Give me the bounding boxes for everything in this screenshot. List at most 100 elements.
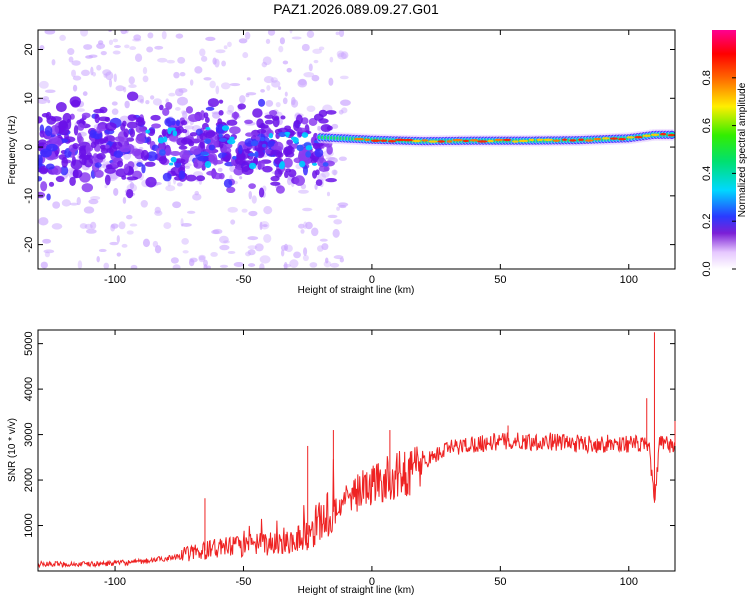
snr-y-axis-label: SNR (10 * v/v) (7, 418, 18, 482)
y-tick-label: 0 (23, 144, 35, 150)
spectral-blob (90, 141, 97, 149)
noise-speckle (174, 88, 184, 97)
ridge-maximum (403, 138, 414, 142)
noise-speckle (303, 71, 315, 78)
spectral-blob (58, 154, 67, 160)
ridge-maximum (387, 140, 397, 143)
spectral-blob (275, 185, 285, 194)
spectral-blob (163, 147, 172, 156)
spectral-blob (218, 110, 224, 116)
spectral-peak (292, 137, 299, 144)
noise-speckle (170, 257, 179, 264)
spectral-blob (98, 138, 107, 144)
noise-speckle (280, 245, 287, 251)
noise-speckle (181, 110, 187, 115)
noise-speckle (215, 85, 220, 95)
spectral-blob (58, 126, 70, 136)
spectral-blob (141, 128, 146, 137)
spectrogram-axes-frame (37, 29, 676, 270)
noise-speckle (192, 193, 202, 201)
ridge-maximum (452, 138, 463, 142)
noise-speckle (340, 99, 351, 106)
noise-speckle (125, 30, 129, 34)
noise-speckle (71, 69, 76, 78)
spectral-blob (257, 160, 265, 170)
spectral-blob (213, 160, 224, 165)
spectral-blob (126, 91, 139, 102)
noise-speckle (291, 96, 296, 106)
noise-speckle (212, 228, 223, 235)
noise-speckle (115, 85, 125, 92)
spectral-peak (299, 160, 306, 168)
spectral-blob (185, 174, 197, 182)
noise-speckle (280, 249, 285, 257)
noise-speckle (67, 48, 75, 56)
noise-speckle (285, 244, 293, 253)
noise-speckle (203, 77, 212, 81)
noise-speckle (108, 39, 114, 46)
spectral-blob (208, 144, 216, 151)
spectral-blob (325, 110, 337, 115)
noise-speckle (68, 56, 74, 63)
spectral-blob (150, 114, 161, 121)
ridge-maximum (437, 140, 446, 143)
ridge-maximum (364, 138, 370, 142)
noise-speckle (154, 245, 162, 254)
noise-speckle (308, 63, 313, 72)
spectral-peak (248, 162, 257, 170)
noise-speckle (212, 57, 217, 65)
noise-speckle (110, 224, 116, 232)
spectral-peak (204, 161, 212, 168)
spectral-blob (258, 187, 265, 198)
spectral-blob (218, 99, 224, 104)
spectral-blob (60, 165, 69, 176)
noise-speckle (167, 180, 171, 187)
noise-speckle (220, 82, 231, 90)
spectral-blob (69, 96, 82, 107)
noise-speckle (126, 214, 133, 220)
noise-speckle (248, 190, 253, 200)
spectral-blob (55, 101, 67, 113)
spectral-blob (203, 112, 209, 119)
ridge-maximum (609, 137, 618, 140)
spectral-blob (237, 103, 246, 110)
ridge-maximum (477, 140, 488, 143)
spectral-blob (85, 143, 92, 154)
spectral-peak (250, 140, 259, 147)
noise-speckle (121, 243, 128, 248)
noise-speckle (161, 30, 167, 40)
noise-speckle (179, 71, 186, 77)
spectral-peak (168, 162, 174, 166)
spectral-blob (189, 145, 202, 155)
noise-speckle (205, 36, 216, 42)
noise-speckle (96, 42, 106, 50)
spectral-blob (169, 134, 179, 142)
spectral-blob (203, 129, 216, 138)
noise-speckle (39, 80, 49, 89)
spectral-blob (104, 116, 111, 123)
spectral-blob (114, 136, 125, 142)
noise-speckle (105, 71, 114, 81)
spectral-peak (312, 162, 318, 166)
noise-speckle (119, 115, 130, 124)
noise-speckle (133, 34, 142, 41)
noise-speckle (98, 248, 107, 253)
spectral-blob (135, 119, 146, 127)
noise-speckle (241, 208, 248, 213)
ridge-maximum (552, 139, 560, 142)
noise-speckle (111, 101, 118, 106)
spectral-blob (285, 151, 295, 158)
noise-speckle (96, 256, 100, 263)
ridge-maximum (529, 138, 535, 142)
spectral-blob (99, 106, 108, 114)
ridge-maximum (660, 132, 667, 136)
noise-speckle (338, 204, 347, 209)
colorbar-label: Normalized spectral amplitude (737, 82, 748, 217)
spectral-blob (252, 108, 263, 118)
spectral-blob (120, 122, 126, 132)
spectral-blob (264, 114, 274, 119)
spectral-blob (185, 106, 194, 114)
spectral-blob (255, 136, 260, 141)
spectral-peak (200, 151, 209, 156)
